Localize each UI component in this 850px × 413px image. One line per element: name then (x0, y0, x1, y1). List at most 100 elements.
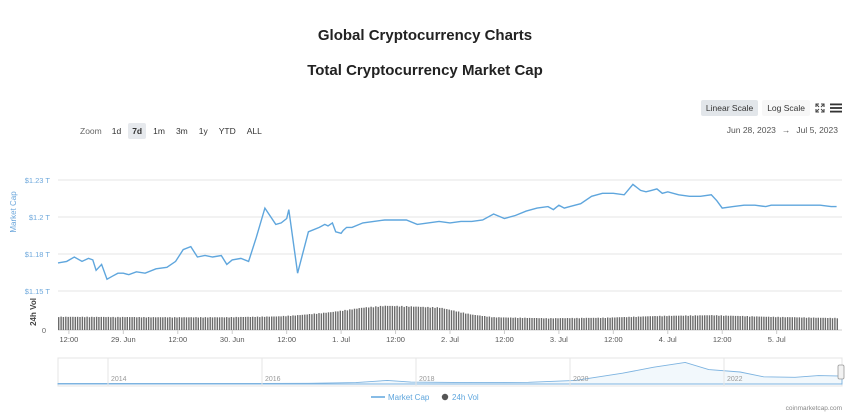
credit-label[interactable]: coinmarketcap.com (786, 405, 842, 412)
volume-bar (339, 310, 341, 330)
volume-bar (410, 306, 412, 330)
grid-layer (58, 179, 842, 331)
volume-bar (254, 317, 256, 330)
x-axis: 12:00 29. Jun 12:00 30. Jun 12:00 1. Jul 12:00… (59, 330, 786, 344)
volume-bar (765, 316, 767, 330)
volume-bar (266, 316, 268, 330)
vol-tick-label: 0 (42, 326, 46, 335)
zoom-3m-button[interactable]: 3m (175, 126, 188, 136)
volume-bar (727, 315, 730, 330)
legend: Market Cap 24h Vol (371, 393, 479, 402)
volume-bar (197, 317, 199, 330)
volume-bar (649, 316, 651, 330)
x-tick-label: 29. Jun (111, 335, 136, 344)
y-axis-title: Market Cap (9, 191, 18, 233)
volume-bar (164, 317, 166, 330)
volume-bar (413, 306, 415, 330)
volume-bar (389, 305, 391, 330)
volume-bar (176, 317, 178, 330)
x-tick-label: 3. Jul (550, 335, 568, 344)
volume-bar (460, 312, 462, 330)
date-from[interactable]: Jun 28, 2023 (726, 125, 776, 135)
linear-scale-button[interactable]: Linear Scale (700, 100, 759, 116)
volume-bar (398, 306, 401, 330)
x-tick-label: 2. Jul (441, 335, 459, 344)
fullscreen-icon[interactable] (814, 102, 826, 114)
menu-icon[interactable] (830, 102, 842, 114)
x-tick-label: 12:00 (386, 335, 405, 344)
volume-bar (637, 316, 640, 330)
zoom-7d-button[interactable]: 7d (128, 123, 147, 139)
volume-bar (472, 314, 474, 330)
legend-24h-vol[interactable]: 24h Vol (441, 393, 479, 402)
volume-bar (623, 317, 625, 330)
volume-bar (753, 316, 756, 330)
volume-bar (349, 309, 351, 330)
volume-bar (784, 317, 786, 330)
y-tick-label: $1.18 T (25, 250, 51, 259)
volume-bar (479, 315, 481, 330)
volume-bar (647, 316, 649, 330)
volume-bar (498, 317, 500, 330)
zoom-1y-button[interactable]: 1y (198, 126, 208, 136)
date-to[interactable]: Jul 5, 2023 (796, 125, 838, 135)
volume-bar (308, 314, 311, 330)
volume-bar (763, 316, 765, 330)
volume-bar (590, 317, 592, 330)
navigator-tick-label: 2022 (727, 376, 743, 383)
volume-bar (98, 317, 100, 330)
volume-bar (304, 314, 306, 330)
volume-bar (271, 316, 273, 330)
volume-bar (767, 316, 770, 330)
volume-bar (207, 317, 209, 330)
y-tick-label: $1.23 T (25, 176, 51, 185)
volume-bar (588, 317, 590, 330)
volume-bar (481, 316, 483, 330)
volume-bar (448, 309, 450, 330)
legend-24h-vol-label: 24h Vol (452, 393, 479, 402)
volume-bar (221, 317, 223, 330)
volume-bar (405, 306, 408, 330)
zoom-1m-button[interactable]: 1m (153, 126, 165, 136)
volume-bar (720, 315, 722, 330)
legend-market-cap[interactable]: Market Cap (371, 393, 430, 402)
volume-bar (424, 307, 427, 330)
volume-bar (756, 316, 758, 330)
volume-bar (734, 315, 737, 330)
volume-bar (441, 307, 443, 330)
volume-bar (689, 315, 692, 330)
volume-bar (58, 317, 60, 330)
volume-bar (171, 317, 173, 330)
volume-bar (242, 317, 244, 330)
volume-bar (467, 313, 469, 330)
volume-bar (519, 317, 521, 330)
volume-bar (136, 317, 138, 330)
volume-bar (699, 315, 701, 330)
volume-bar (129, 317, 131, 330)
navigator[interactable]: 2014 2016 2018 2020 2022 (57, 357, 845, 387)
volume-bar (211, 317, 214, 330)
volume-bar (62, 317, 65, 330)
volume-bar (687, 315, 689, 330)
volume-bar (654, 316, 656, 330)
navigator-tick-label: 2016 (265, 376, 281, 383)
volume-bar (356, 308, 358, 330)
volume-bar (749, 316, 751, 330)
volume-bar (562, 318, 564, 330)
volume-bar (772, 316, 775, 330)
zoom-all-button[interactable]: ALL (246, 126, 262, 136)
volume-bar (401, 305, 403, 330)
volume-bar (420, 306, 422, 330)
volume-bar (796, 317, 798, 330)
market-cap-line[interactable] (57, 183, 837, 281)
volume-bar (103, 316, 105, 330)
log-scale-button[interactable]: Log Scale (762, 100, 810, 116)
volume-bar (668, 315, 670, 330)
volume-bar (808, 317, 810, 330)
zoom-ytd-button[interactable]: YTD (218, 126, 236, 136)
volume-bar (571, 317, 573, 330)
zoom-1d-button[interactable]: 1d (111, 126, 122, 136)
volume-bar (365, 307, 367, 330)
volume-bar (110, 317, 112, 330)
navigator-handle[interactable] (837, 364, 845, 380)
